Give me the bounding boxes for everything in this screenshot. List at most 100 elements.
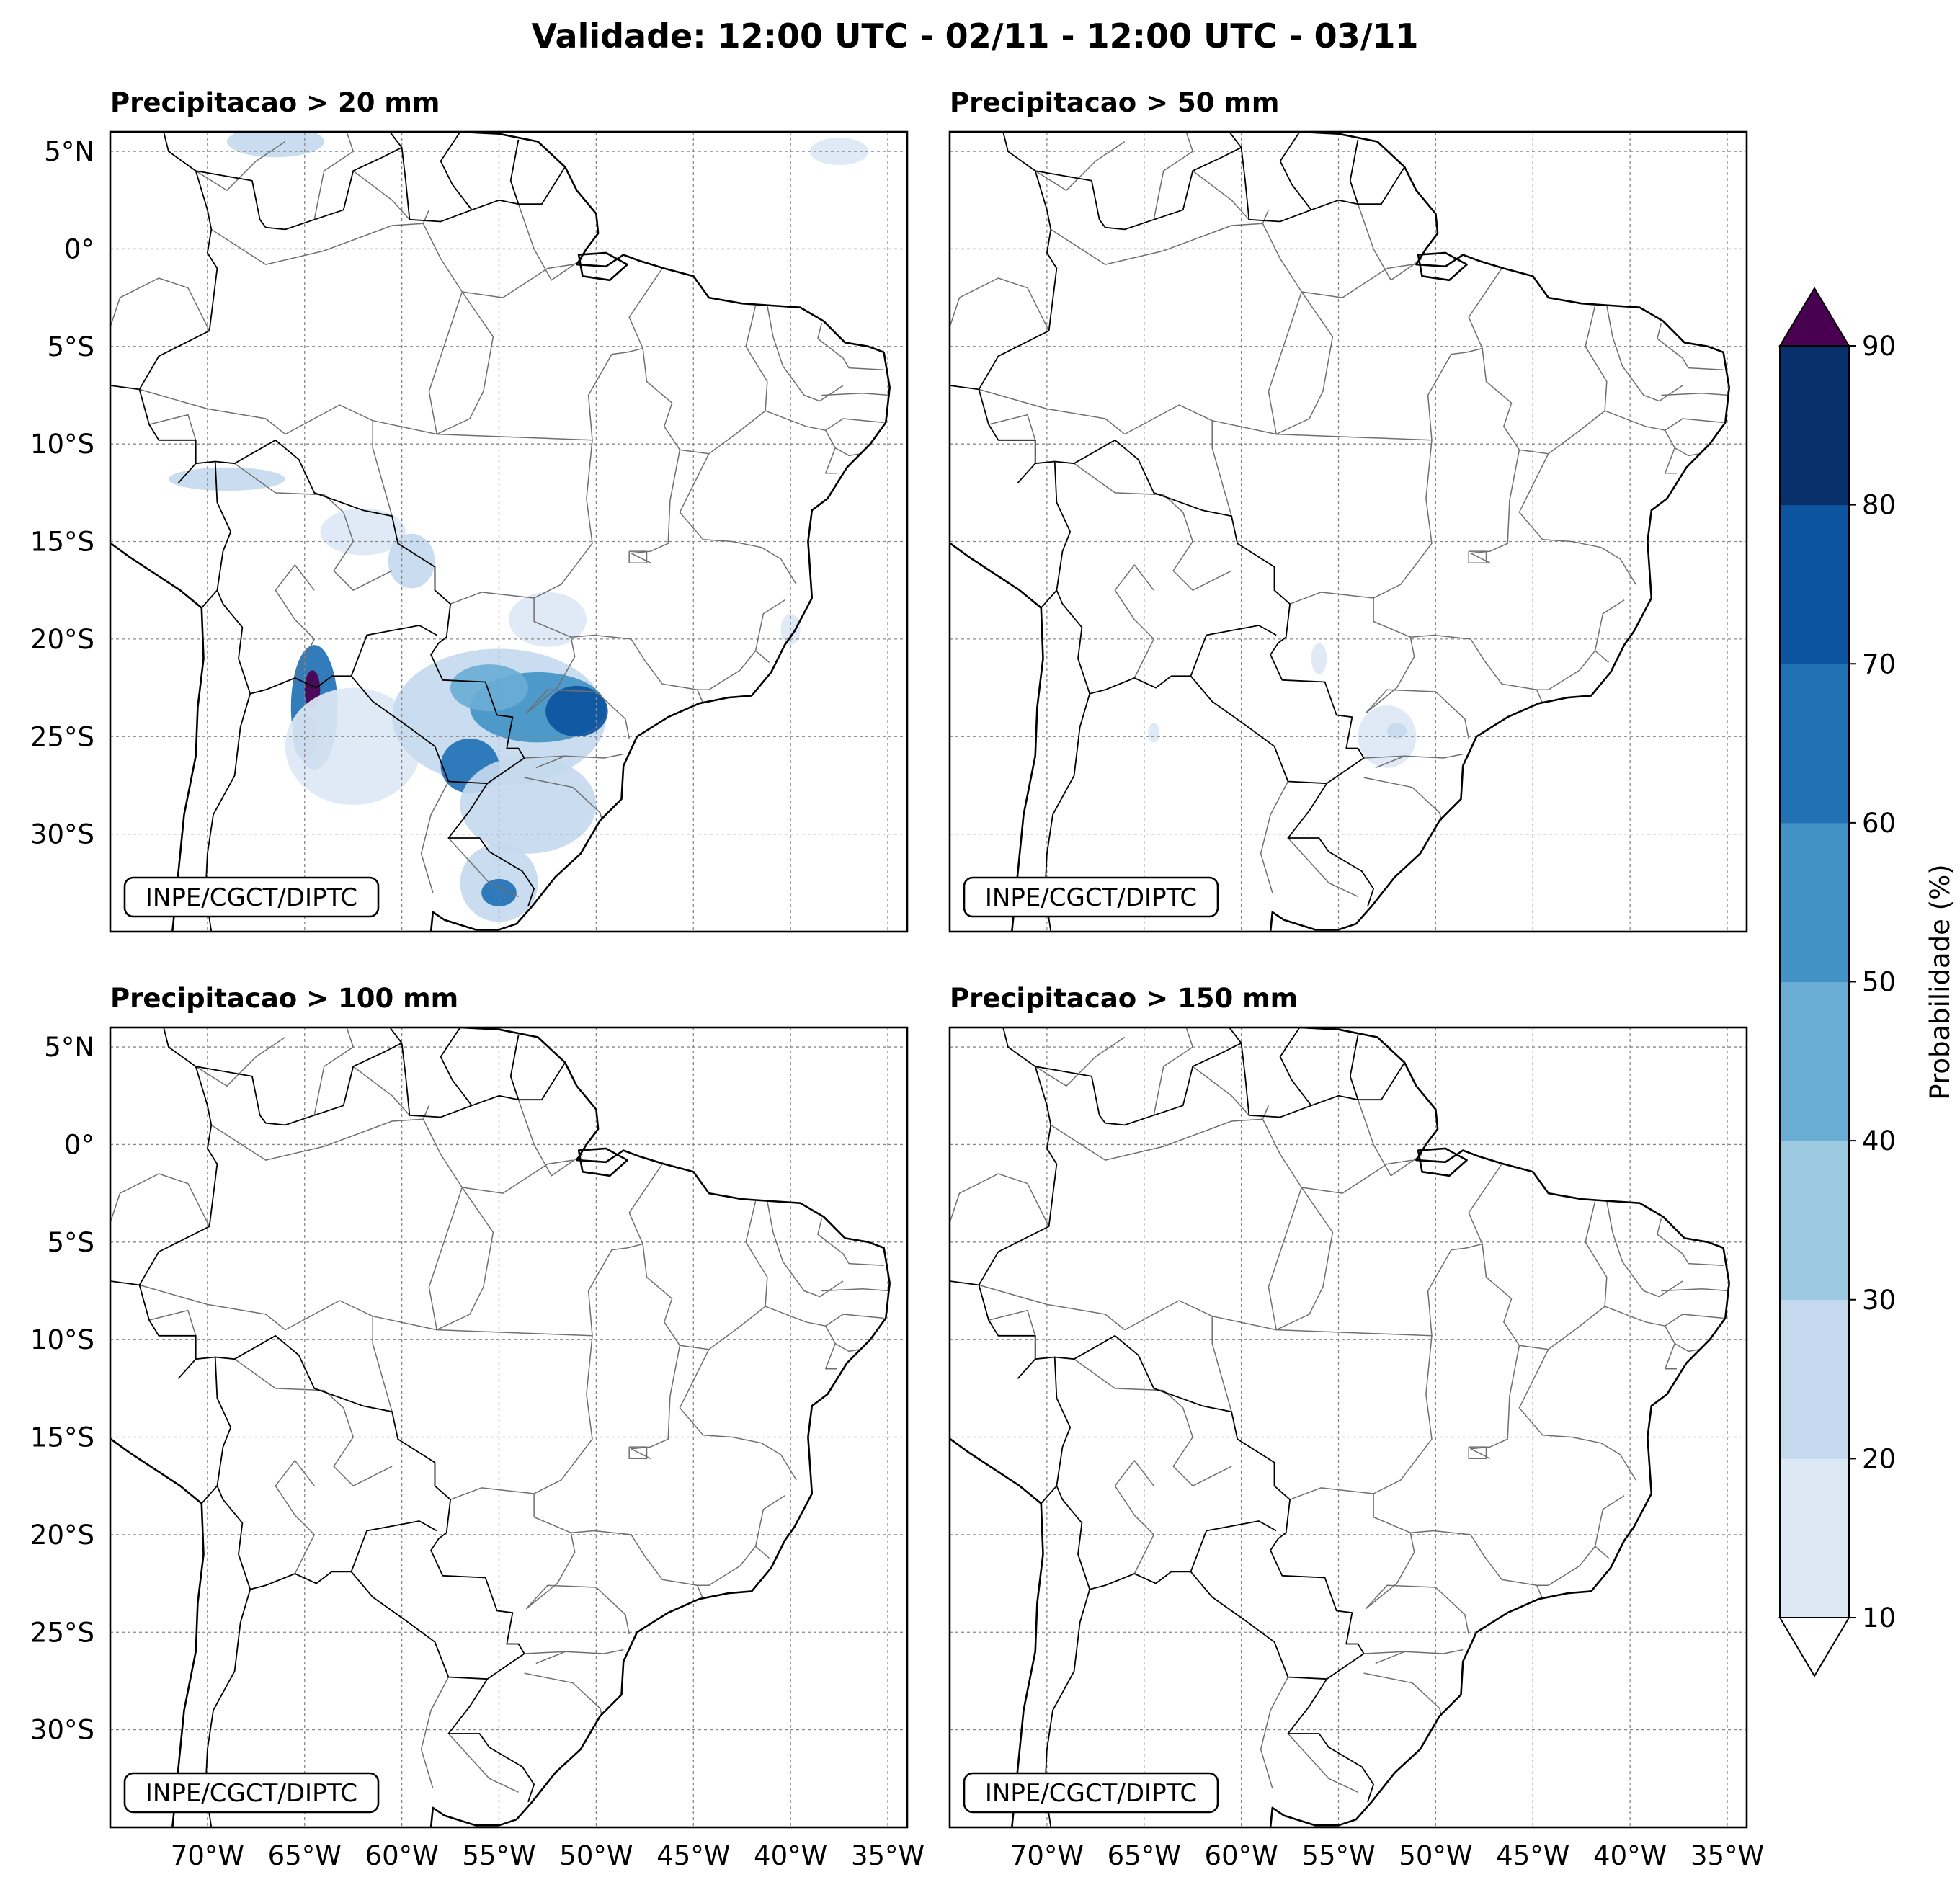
coastline <box>429 132 891 932</box>
state-border <box>1594 1495 1625 1559</box>
state-border <box>1124 1105 1303 1331</box>
state-border <box>697 690 704 704</box>
state-border <box>817 323 884 371</box>
probability-area <box>509 592 587 647</box>
colorbar-label: Probabilidade (%) <box>1925 864 1956 1100</box>
state-border <box>1518 453 1636 585</box>
state-border <box>1427 268 1502 440</box>
country-border <box>509 139 520 205</box>
lon-tick-label: 45°W <box>656 1840 730 1871</box>
country-border <box>440 132 473 210</box>
credit-box: INPE/CGCT/DIPTC <box>123 1772 380 1814</box>
probability-area <box>545 685 608 737</box>
state-border <box>285 1105 463 1331</box>
state-border <box>765 410 884 431</box>
state-border <box>313 1027 354 1115</box>
map-content <box>950 132 1747 932</box>
colorbar-tick-label: 90 <box>1862 331 1896 362</box>
marajo-island <box>577 251 628 282</box>
state-border <box>1035 141 1126 191</box>
state-border <box>524 777 603 821</box>
state-border <box>1275 291 1334 435</box>
probability-area <box>1148 723 1160 743</box>
country-border <box>1041 1485 1058 1504</box>
marajo-island <box>577 1147 628 1177</box>
credit-label: INPE/CGCT/DIPTC <box>146 883 357 912</box>
state-border <box>571 634 757 691</box>
state-border <box>1594 599 1625 663</box>
coastline-pacific <box>950 542 1044 932</box>
lat-tick-label: 25°S <box>30 721 94 752</box>
colorbar-step <box>1780 1299 1849 1459</box>
state-border <box>1287 1733 1358 1793</box>
state-border <box>1357 1099 1422 1177</box>
map-background <box>950 132 1747 932</box>
map-background <box>110 1027 907 1827</box>
state-border <box>821 393 890 396</box>
probability-area <box>481 878 517 906</box>
country-border <box>1054 1357 1277 1590</box>
state-border <box>450 1487 535 1500</box>
state-border <box>1124 210 1303 435</box>
country-border <box>978 1066 1374 1803</box>
country-border <box>1349 139 1359 205</box>
country-border <box>138 1066 535 1803</box>
colorbar-tick-label: 20 <box>1862 1443 1896 1474</box>
state-border <box>628 1446 648 1460</box>
state-border <box>1657 323 1724 371</box>
colorbar-extend-max <box>1778 287 1850 347</box>
lon-tick-label: 60°W <box>1205 1840 1278 1871</box>
colorbar-tick-label: 80 <box>1862 490 1896 521</box>
country-border <box>1190 1571 1327 1680</box>
state-border <box>1661 1288 1729 1292</box>
state-border <box>1363 1672 1443 1716</box>
state-border <box>1050 1118 1263 1161</box>
map-content <box>110 1027 907 1827</box>
state-border <box>517 203 583 281</box>
state-border <box>1665 429 1701 457</box>
map-panel: Precipitacao > 20 mm INPE/CGCT/DIPTC 5°N 0°… <box>30 87 909 933</box>
state-border <box>1211 1316 1232 1412</box>
state-border <box>1363 1649 1464 1654</box>
country-border <box>163 1027 403 1126</box>
lon-tick-label: 50°W <box>1399 1840 1472 1871</box>
state-border <box>628 550 648 564</box>
country-border <box>350 1571 488 1680</box>
state-border <box>313 132 354 220</box>
lon-tick-label: 70°W <box>1010 1840 1084 1871</box>
country-border <box>1017 1358 1036 1379</box>
state-border <box>148 414 197 441</box>
lon-tick-label: 65°W <box>1108 1840 1181 1871</box>
state-border <box>950 277 1050 331</box>
colorbar-step <box>1780 346 1849 506</box>
coastline-pacific <box>950 1437 1044 1827</box>
state-border <box>285 210 463 435</box>
figure-title: Validade: 12:00 UTC - 02/11 - 12:00 UTC … <box>531 17 1418 55</box>
state-border <box>571 1530 757 1587</box>
state-border <box>1518 1349 1636 1481</box>
state-border <box>679 453 797 585</box>
state-border <box>436 291 494 435</box>
colorbar-extend-min <box>1778 1617 1850 1677</box>
colorbar-tick-label: 50 <box>1862 967 1896 998</box>
map-panel: Precipitacao > 100 mm INPE/CGCT/DIPTC 5°N 0… <box>30 983 925 1871</box>
state-border <box>372 1316 393 1412</box>
map-content <box>110 132 907 932</box>
lat-tick-label: 0° <box>64 1129 94 1160</box>
state-border <box>110 277 210 331</box>
lon-tick-label: 55°W <box>462 1840 535 1871</box>
state-border <box>821 1288 890 1292</box>
state-border <box>525 689 630 739</box>
panel-title: Precipitacao > 100 mm <box>110 983 458 1014</box>
lon-tick-label: 35°W <box>1690 1840 1764 1871</box>
map-frame <box>109 130 909 933</box>
country-border <box>440 1027 473 1106</box>
state-border <box>447 1733 519 1793</box>
state-border <box>139 388 286 435</box>
state-border <box>1363 753 1464 759</box>
state-border <box>1606 305 1683 402</box>
lon-tick-label: 65°W <box>268 1840 342 1871</box>
country-border <box>1017 463 1036 483</box>
credit-frame <box>963 876 1219 918</box>
